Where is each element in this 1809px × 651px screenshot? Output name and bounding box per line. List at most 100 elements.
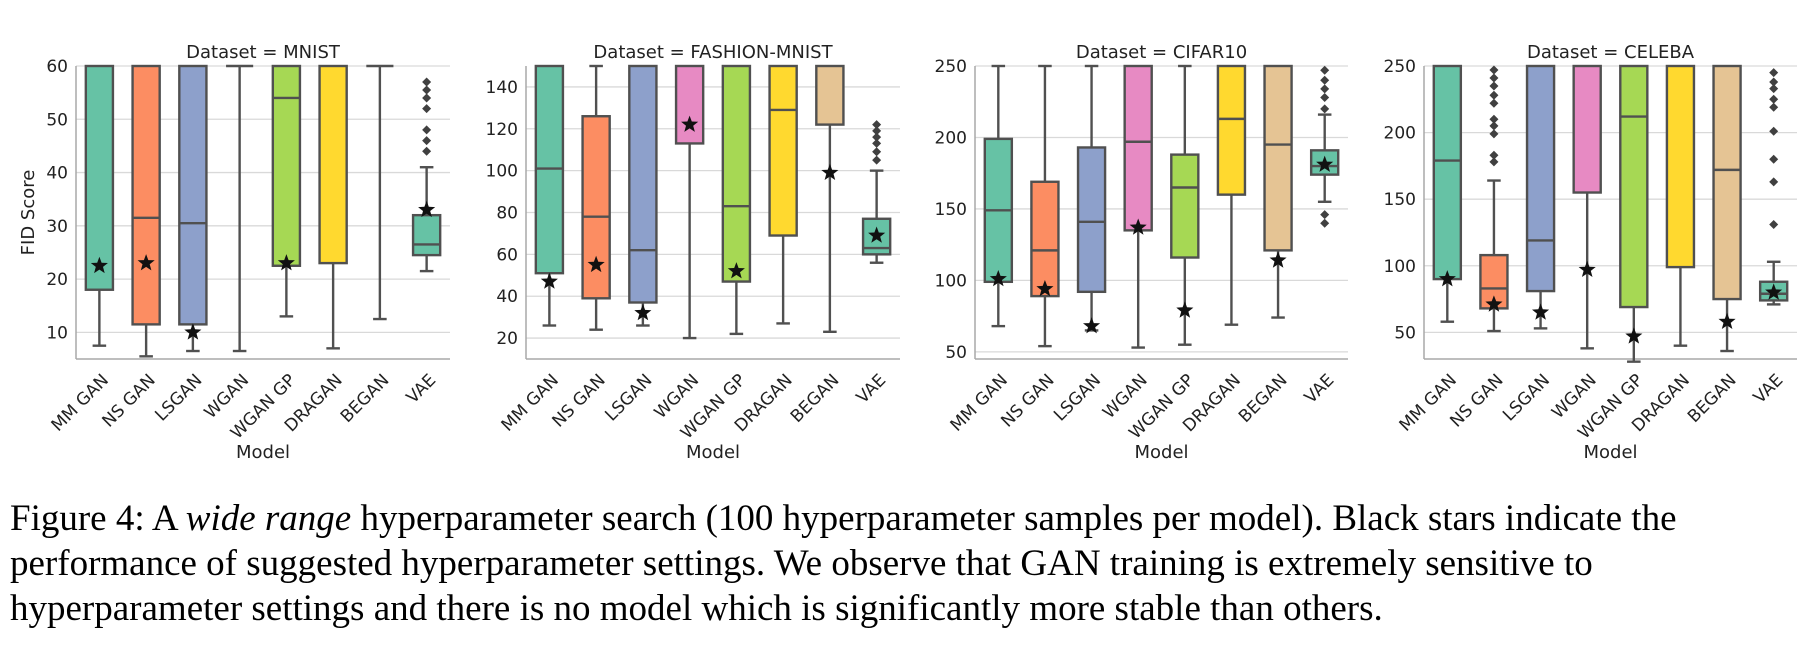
box-body — [271, 64, 302, 267]
suggested-setting-star — [90, 256, 108, 274]
box-lsgan — [1525, 64, 1556, 330]
box-vae — [1758, 68, 1789, 306]
y-tick-label: 120 — [486, 120, 518, 140]
box-wgan — [674, 64, 705, 340]
outlier-marker — [1769, 102, 1779, 112]
suggested-setting-star — [418, 200, 436, 218]
x-tick-label: MM GAN — [947, 370, 1012, 435]
suggested-setting-star — [681, 115, 699, 132]
box-mm-gan — [84, 64, 115, 347]
box-body — [178, 64, 208, 326]
outlier-marker — [1320, 84, 1330, 94]
outlier-marker — [422, 104, 432, 114]
outlier-marker — [872, 120, 882, 130]
box-ns-gan — [1479, 65, 1509, 333]
outlier-marker — [872, 132, 882, 142]
box-body — [674, 64, 705, 145]
suggested-setting-star — [1269, 251, 1287, 268]
suggested-setting-star — [1036, 280, 1054, 297]
suggested-setting-star — [587, 255, 605, 273]
outlier-marker — [1489, 65, 1499, 75]
box-body — [1619, 64, 1649, 309]
y-tick-label: 30 — [46, 217, 68, 237]
box-vae — [861, 120, 892, 264]
y-tick-label: 50 — [1394, 323, 1416, 343]
box-dragan — [1665, 64, 1696, 347]
outlier-marker — [1769, 154, 1779, 164]
box-body — [1170, 153, 1200, 259]
outlier-marker — [1769, 177, 1779, 187]
outlier-marker — [1320, 75, 1330, 85]
suggested-setting-star — [1532, 303, 1550, 320]
outlier-marker — [422, 146, 432, 156]
x-tick-label: VAE — [1301, 370, 1338, 407]
x-tick-label: BEGAN — [787, 370, 844, 427]
y-tick-label: 100 — [1384, 257, 1416, 277]
panel-title: Dataset = CELEBA — [1527, 42, 1695, 63]
suggested-setting-star — [727, 262, 745, 279]
box-mm-gan — [983, 64, 1014, 328]
box-body — [1525, 64, 1556, 293]
suggested-setting-star — [1083, 317, 1101, 334]
x-axis-label: Model — [236, 442, 290, 463]
y-tick-label: 40 — [496, 287, 518, 307]
y-tick-label: 50 — [46, 110, 68, 130]
box-body — [815, 64, 845, 126]
box-wgan-gp — [271, 64, 302, 318]
suggested-setting-star — [821, 163, 839, 180]
panel-title: Dataset = FASHION-MNIST — [593, 42, 833, 63]
box-dragan — [768, 64, 798, 325]
panel-1: 10 20 30 40 50 60 Dataset = MNIST Model FID Scor… — [18, 42, 450, 463]
outlier-marker — [1769, 77, 1779, 87]
box-mm-gan — [534, 64, 565, 327]
panel-4: 50 100 150 200 250 Dataset = CELEBA Model MM GA… — [1384, 42, 1797, 463]
box-wgan — [1123, 64, 1153, 349]
y-tick-label: 80 — [496, 204, 518, 224]
y-tick-label: 140 — [486, 78, 518, 98]
y-tick-label: 250 — [935, 57, 967, 77]
x-tick-label: LSGAN — [1050, 370, 1105, 425]
y-tick-label: 250 — [1384, 57, 1416, 77]
caption-label: Figure 4: — [10, 498, 145, 539]
outlier-marker — [422, 85, 432, 95]
box-wgan — [226, 64, 254, 353]
y-tick-label: 150 — [1384, 190, 1416, 210]
outlier-marker — [422, 93, 432, 103]
outlier-marker — [1489, 121, 1499, 131]
x-tick-label: MM GAN — [498, 370, 563, 435]
box-began — [1263, 64, 1293, 319]
box-body — [1216, 64, 1247, 196]
outlier-marker — [872, 147, 882, 157]
outlier-marker — [1320, 92, 1330, 102]
box-body — [768, 64, 798, 237]
box-body — [1572, 64, 1602, 194]
outlier-marker — [1489, 73, 1499, 83]
y-tick-label: 200 — [935, 128, 967, 148]
figure-panels: 10 20 30 40 50 60 Dataset = MNIST Model FID Scor… — [18, 42, 1797, 463]
x-tick-label: LSGAN — [601, 370, 656, 425]
x-tick-label: VAE — [403, 370, 440, 407]
box-began — [815, 64, 845, 333]
suggested-setting-star — [1129, 218, 1147, 235]
y-tick-label: 150 — [935, 200, 967, 220]
suggested-setting-star — [1176, 301, 1194, 318]
box-lsgan — [178, 64, 208, 353]
outlier-marker — [422, 136, 432, 146]
box-body — [131, 64, 161, 326]
box-body — [1665, 64, 1696, 269]
box-body — [411, 213, 442, 257]
x-tick-label: MM GAN — [48, 370, 113, 435]
y-tick-label: 60 — [46, 57, 68, 77]
box-body — [1263, 64, 1293, 252]
figure-caption: Figure 4: A wide range hyperparameter se… — [10, 496, 1805, 631]
suggested-setting-star — [540, 272, 558, 289]
box-wgan — [1572, 64, 1602, 350]
panel-2: 20 40 60 80 100 120 140 Dataset = FASHION-MNIST… — [486, 42, 900, 463]
box-ns-gan — [581, 64, 611, 331]
y-tick-label: 100 — [486, 162, 518, 182]
box-body — [1712, 64, 1742, 301]
outlier-marker — [872, 138, 882, 148]
x-axis-label: Model — [686, 442, 740, 463]
y-tick-label: 100 — [935, 271, 967, 291]
box-ns-gan — [1030, 64, 1060, 348]
